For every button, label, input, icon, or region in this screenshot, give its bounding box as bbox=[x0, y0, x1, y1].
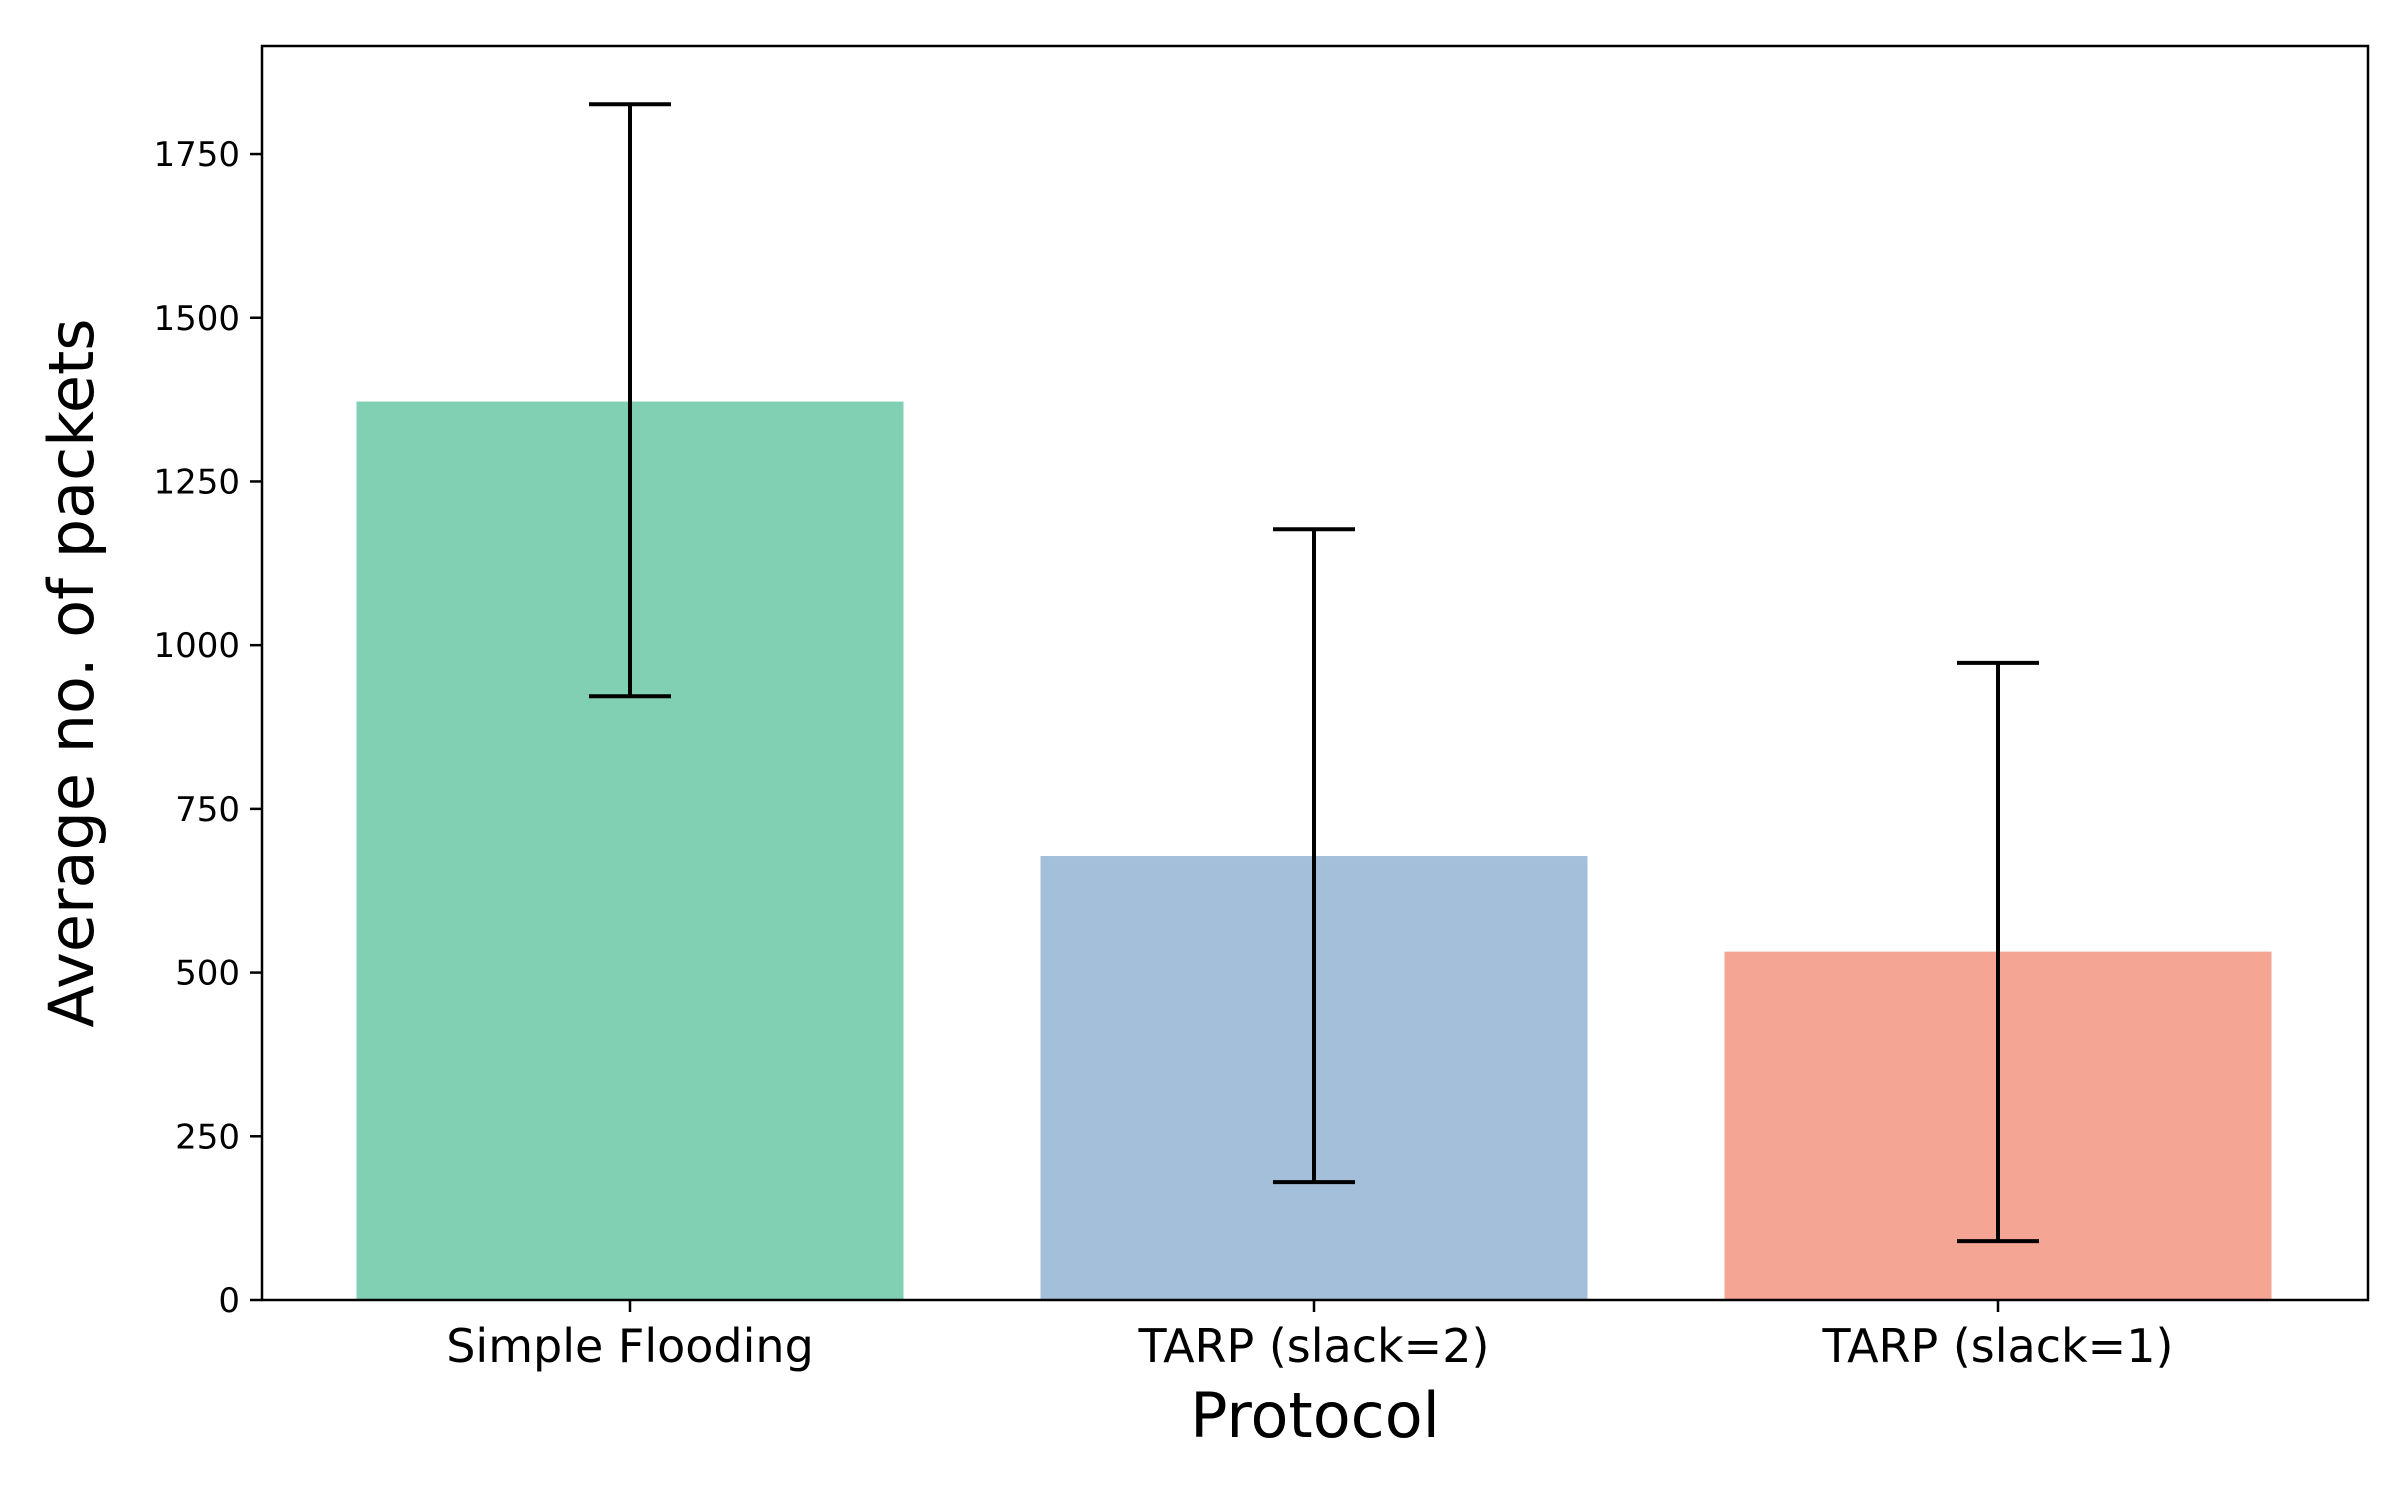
y-axis-ticks: 0 250 500 750 1000 1250 1500 1750 bbox=[153, 135, 262, 1321]
y-tick-label-1: 250 bbox=[175, 1117, 240, 1157]
y-tick-label-5: 1250 bbox=[153, 462, 240, 502]
y-tick-label-3: 750 bbox=[175, 790, 240, 830]
x-axis-ticks: Simple Flooding TARP (slack=2) TARP (slack… bbox=[446, 1300, 2173, 1373]
y-tick-label-4: 1000 bbox=[153, 626, 240, 666]
x-tick-label-0: Simple Flooding bbox=[446, 1319, 814, 1373]
x-tick-label-1: TARP (slack=2) bbox=[1138, 1319, 1490, 1373]
x-tick-label-2: TARP (slack=1) bbox=[1822, 1319, 2174, 1373]
error-bars bbox=[589, 102, 2039, 1244]
y-tick-label-7: 1750 bbox=[153, 135, 240, 175]
y-tick-label-2: 500 bbox=[175, 954, 240, 994]
y-tick-label-6: 1500 bbox=[153, 299, 240, 339]
y-axis-title: Average no. of packets bbox=[35, 318, 108, 1027]
y-tick-label-0: 0 bbox=[218, 1281, 240, 1321]
x-axis-title: Protocol bbox=[1190, 1379, 1440, 1452]
